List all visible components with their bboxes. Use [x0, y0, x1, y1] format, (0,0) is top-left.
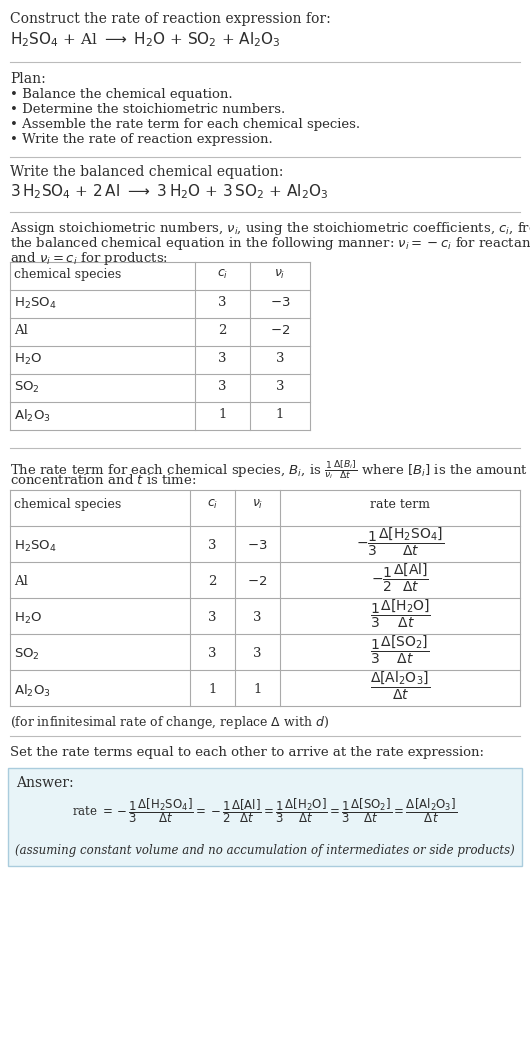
- Text: 2: 2: [208, 575, 217, 588]
- Text: 3: 3: [276, 353, 284, 365]
- Text: the balanced chemical equation in the following manner: $\nu_i = -c_i$ for react: the balanced chemical equation in the fo…: [10, 235, 530, 252]
- Text: and $\nu_i = c_i$ for products:: and $\nu_i = c_i$ for products:: [10, 250, 168, 267]
- Text: $\mathrm{SO_2}$: $\mathrm{SO_2}$: [14, 380, 40, 395]
- Text: $\mathrm{SO_2}$: $\mathrm{SO_2}$: [14, 647, 40, 662]
- Text: Assign stoichiometric numbers, $\nu_i$, using the stoichiometric coefficients, $: Assign stoichiometric numbers, $\nu_i$, …: [10, 220, 530, 237]
- Text: $\mathrm{H_2SO_4}$ + Al $\longrightarrow$ $\mathrm{H_2O}$ + $\mathrm{SO_2}$ + $\: $\mathrm{H_2SO_4}$ + Al $\longrightarrow…: [10, 30, 281, 49]
- Text: • Write the rate of reaction expression.: • Write the rate of reaction expression.: [10, 133, 273, 146]
- Text: $\mathrm{Al_2O_3}$: $\mathrm{Al_2O_3}$: [14, 683, 51, 699]
- Text: 3: 3: [218, 296, 227, 309]
- Text: • Determine the stoichiometric numbers.: • Determine the stoichiometric numbers.: [10, 103, 285, 116]
- Text: Al: Al: [14, 324, 28, 337]
- Text: $\mathrm{H_2O}$: $\mathrm{H_2O}$: [14, 353, 42, 367]
- Text: 1: 1: [208, 683, 217, 696]
- Text: chemical species: chemical species: [14, 268, 121, 281]
- Text: $-\dfrac{1}{3}\dfrac{\Delta[\mathrm{H_2SO_4}]}{\Delta t}$: $-\dfrac{1}{3}\dfrac{\Delta[\mathrm{H_2S…: [356, 526, 444, 559]
- Text: 3: 3: [253, 611, 262, 624]
- Text: 3: 3: [208, 539, 217, 552]
- Text: $\nu_i$: $\nu_i$: [252, 498, 263, 511]
- Text: concentration and $t$ is time:: concentration and $t$ is time:: [10, 473, 197, 487]
- Text: 3: 3: [218, 353, 227, 365]
- Text: (for infinitesimal rate of change, replace $\Delta$ with $d$): (for infinitesimal rate of change, repla…: [10, 714, 329, 731]
- Text: 1: 1: [276, 408, 284, 420]
- Text: 1: 1: [253, 683, 262, 696]
- Text: 3: 3: [208, 611, 217, 624]
- Text: $\dfrac{1}{3}\dfrac{\Delta[\mathrm{SO_2}]}{\Delta t}$: $\dfrac{1}{3}\dfrac{\Delta[\mathrm{SO_2}…: [370, 634, 430, 666]
- Text: $\nu_i$: $\nu_i$: [275, 268, 286, 281]
- Text: $\dfrac{1}{3}\dfrac{\Delta[\mathrm{H_2O}]}{\Delta t}$: $\dfrac{1}{3}\dfrac{\Delta[\mathrm{H_2O}…: [369, 598, 430, 630]
- Text: Answer:: Answer:: [16, 776, 74, 790]
- Text: 3: 3: [276, 380, 284, 393]
- Text: $c_i$: $c_i$: [207, 498, 218, 511]
- Text: $c_i$: $c_i$: [217, 268, 228, 281]
- Text: $\mathrm{Al_2O_3}$: $\mathrm{Al_2O_3}$: [14, 408, 51, 424]
- Text: $3\,\mathrm{H_2SO_4}$ + $2\,\mathrm{Al}$ $\longrightarrow$ $3\,\mathrm{H_2O}$ + : $3\,\mathrm{H_2SO_4}$ + $2\,\mathrm{Al}$…: [10, 182, 328, 201]
- Text: $-3$: $-3$: [270, 296, 290, 309]
- Text: The rate term for each chemical species, $B_i$, is $\frac{1}{\nu_i}\frac{\Delta[: The rate term for each chemical species,…: [10, 458, 528, 481]
- Text: Plan:: Plan:: [10, 72, 46, 86]
- Text: 2: 2: [218, 324, 227, 337]
- Text: $-3$: $-3$: [248, 539, 268, 552]
- FancyBboxPatch shape: [8, 768, 522, 866]
- Text: 3: 3: [218, 380, 227, 393]
- Text: $\dfrac{\Delta[\mathrm{Al_2O_3}]}{\Delta t}$: $\dfrac{\Delta[\mathrm{Al_2O_3}]}{\Delta…: [370, 669, 430, 702]
- Text: $\mathrm{H_2SO_4}$: $\mathrm{H_2SO_4}$: [14, 539, 57, 554]
- Text: 1: 1: [218, 408, 227, 420]
- Text: • Assemble the rate term for each chemical species.: • Assemble the rate term for each chemic…: [10, 118, 360, 131]
- Text: rate $= -\dfrac{1}{3}\dfrac{\Delta[\mathrm{H_2SO_4}]}{\Delta t} = -\dfrac{1}{2}\: rate $= -\dfrac{1}{3}\dfrac{\Delta[\math…: [73, 796, 457, 825]
- Text: 3: 3: [208, 647, 217, 660]
- Text: Construct the rate of reaction expression for:: Construct the rate of reaction expressio…: [10, 12, 331, 26]
- Text: $-2$: $-2$: [248, 575, 268, 588]
- Text: (assuming constant volume and no accumulation of intermediates or side products): (assuming constant volume and no accumul…: [15, 844, 515, 857]
- Text: $\mathrm{H_2SO_4}$: $\mathrm{H_2SO_4}$: [14, 296, 57, 311]
- Text: $-\dfrac{1}{2}\dfrac{\Delta[\mathrm{Al}]}{\Delta t}$: $-\dfrac{1}{2}\dfrac{\Delta[\mathrm{Al}]…: [371, 562, 429, 594]
- Text: 3: 3: [253, 647, 262, 660]
- Text: Al: Al: [14, 575, 28, 588]
- Text: chemical species: chemical species: [14, 498, 121, 511]
- Text: $-2$: $-2$: [270, 324, 290, 337]
- Text: • Balance the chemical equation.: • Balance the chemical equation.: [10, 88, 233, 101]
- Text: rate term: rate term: [370, 498, 430, 511]
- Text: $\mathrm{H_2O}$: $\mathrm{H_2O}$: [14, 611, 42, 627]
- Text: Set the rate terms equal to each other to arrive at the rate expression:: Set the rate terms equal to each other t…: [10, 746, 484, 759]
- Text: Write the balanced chemical equation:: Write the balanced chemical equation:: [10, 165, 284, 179]
